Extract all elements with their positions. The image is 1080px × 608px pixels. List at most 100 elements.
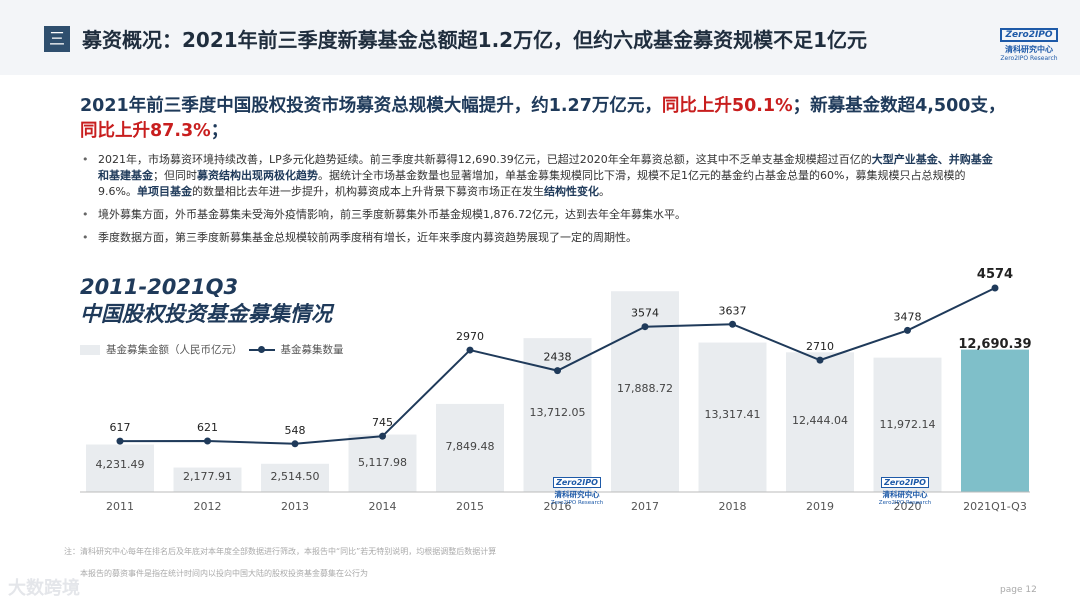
logo-cn: 清科研究中心 [1005,45,1053,54]
watermark-cn: 清科研究中心 [882,490,928,499]
bullet-text: 。 [598,185,610,198]
x-tick-label: 2015 [456,500,484,513]
bar-value-label: 13,712.05 [530,406,586,419]
headline-text-3: ； [210,121,229,141]
line-point [466,346,474,354]
watermark-logo: Zero2IPO 清科研究中心 Zero2IPO Research [876,470,934,506]
bar [873,357,942,492]
footer-watermark: 大数跨境 [8,578,80,599]
headline-text-1: 2021年前三季度中国股权投资市场募资总规模大幅提升，约1.27万亿元， [80,96,662,116]
line-point [641,323,649,331]
headline: 2021年前三季度中国股权投资市场募资总规模大幅提升，约1.27万亿元，同比上升… [80,94,1020,144]
bar [961,349,1029,492]
bar [261,463,329,492]
bar [786,352,854,492]
bar [173,467,242,492]
line-value-label: 617 [110,421,131,434]
x-tick-label: 2016 [544,500,572,513]
footnote-1: 注：清科研究中心每年在排名后及年底对本年度全部数据进行筛改，本报告中“同比”若无… [64,547,497,556]
header-bar [0,0,1080,75]
bar [523,338,592,492]
x-tick-label: 2021Q1-Q3 [963,500,1027,513]
bullet-item: 境外募集方面，外币基金募集未受海外疫情影响，前三季度新募集外币基金规模1,876… [80,207,1000,223]
x-tick-label: 2013 [281,500,309,513]
bullet-item: 季度数据方面，第三季度新募集基金总规模较前两季度稍有增长，近年来季度内募资趋势展… [80,230,1000,246]
x-tick-label: 2017 [631,500,659,513]
bullet-highlight: 单项目基金 [136,185,192,198]
chart-title-line-2: 中国股权投资基金募集情况 [80,302,332,326]
page-title: 募资概况：2021年前三季度新募基金总额超1.2万亿，但约六成基金募资规模不足1… [82,28,868,52]
chart-title: 2011-2021Q3 中国股权投资基金募集情况 [80,274,332,328]
x-tick-label: 2011 [106,500,134,513]
bullet-highlight: 募资结构出现两极化趋势 [197,169,318,182]
line-value-label: 2710 [806,340,834,353]
zero2ipo-logo: Zero2IPO 清科研究中心 Zero2IPO Research [996,22,1062,62]
bar [698,342,767,492]
bullet-highlight: 结构性变化 [543,185,599,198]
bar [436,403,504,492]
line-point [904,326,911,334]
line-value-label: 745 [372,416,393,429]
watermark-logo: Zero2IPO 清科研究中心 Zero2IPO Research [548,470,606,506]
line-point [991,284,999,292]
bar-value-label: 4,231.49 [96,458,145,471]
line-point [204,437,211,445]
line-point [116,437,124,445]
watermark-cn: 清科研究中心 [554,490,600,499]
bar [348,434,417,492]
bar-value-label: 2,177.91 [183,470,232,483]
bar-value-label: 17,888.72 [617,382,673,395]
bullet-item: 2021年，市场募资环境持续改善，LP多元化趋势延续。前三季度共新募得12,69… [80,152,1000,200]
bar-value-label: 5,117.98 [358,456,407,469]
page-number: page 12 [1000,585,1037,595]
logo-en: Zero2IPO Research [1000,55,1058,62]
footnote-2: 本报告的募资事件是指在统计时间内以投向中国大陆的股权投资基金募集在公行为 [80,569,368,578]
line-value-label: 4574 [977,267,1013,282]
legend-bar-swatch [80,344,100,355]
line-value-label: 3637 [719,304,747,317]
line-point [291,440,299,448]
section-badge: 三 [44,26,70,52]
logo-mark: Zero2IPO [1000,28,1058,42]
line-value-label: 621 [197,421,218,434]
bar-value-label: 12,444.04 [792,414,848,427]
line-value-label: 3478 [894,310,922,323]
x-tick-label: 2014 [369,500,397,513]
bar-value-label: 12,690.39 [958,337,1031,352]
bullet-list: 2021年，市场募资环境持续改善，LP多元化趋势延续。前三季度共新募得12,69… [80,152,1000,253]
headline-red-2: 同比上升87.3% [80,121,211,141]
legend-line-label: 基金募集数量 [280,344,344,356]
bullet-text: 的数量相比去年进一步提升，机构募资成本上升背景下募资市场正在发生 [191,185,544,198]
line-value-label: 548 [285,424,306,437]
watermark-mark: Zero2IPO [553,477,601,488]
line-value-label: 3574 [631,307,659,320]
watermark-en: Zero2IPO Research [550,500,604,506]
line-point [729,320,736,328]
x-tick-label: 2019 [806,500,834,513]
watermark-en: Zero2IPO Research [878,500,932,506]
bullet-text: ；但同时 [153,169,197,182]
line-point [379,432,386,440]
line-point [554,367,561,375]
legend-bar-label: 基金募集金额（人民币亿元） [106,344,243,356]
bar-value-label: 2,514.50 [271,470,320,483]
bullet-text: 。据统计全市场基金数量也显著增加，单基金募集规模同比下滑，规模不足1亿元的基金约… [98,169,966,198]
bar-value-label: 13,317.41 [705,408,761,421]
bullet-highlight: 大型产业基金、并购基金和基建基金 [98,153,993,182]
headline-red-1: 同比上升50.1% [661,96,793,116]
x-tick-label: 2018 [719,500,747,513]
line-point [816,356,824,364]
chart-title-line-1: 2011-2021Q3 [80,275,239,299]
line-value-label: 2438 [544,351,572,364]
chart-legend: 基金募集金额（人民币亿元） 基金募集数量 [80,342,344,357]
bar [86,444,154,492]
x-tick-label: 2012 [194,500,222,513]
watermark-mark: Zero2IPO [881,477,929,488]
bar-value-label: 7,849.48 [446,440,495,453]
bar-value-label: 11,972.14 [880,418,936,431]
headline-text-2: ；新募基金数超4,500支， [792,96,1006,116]
line-value-label: 2970 [456,330,484,343]
bullet-text: 2021年，市场募资环境持续改善，LP多元化趋势延续。前三季度共新募得12,69… [98,153,872,166]
legend-line-swatch [248,345,275,353]
